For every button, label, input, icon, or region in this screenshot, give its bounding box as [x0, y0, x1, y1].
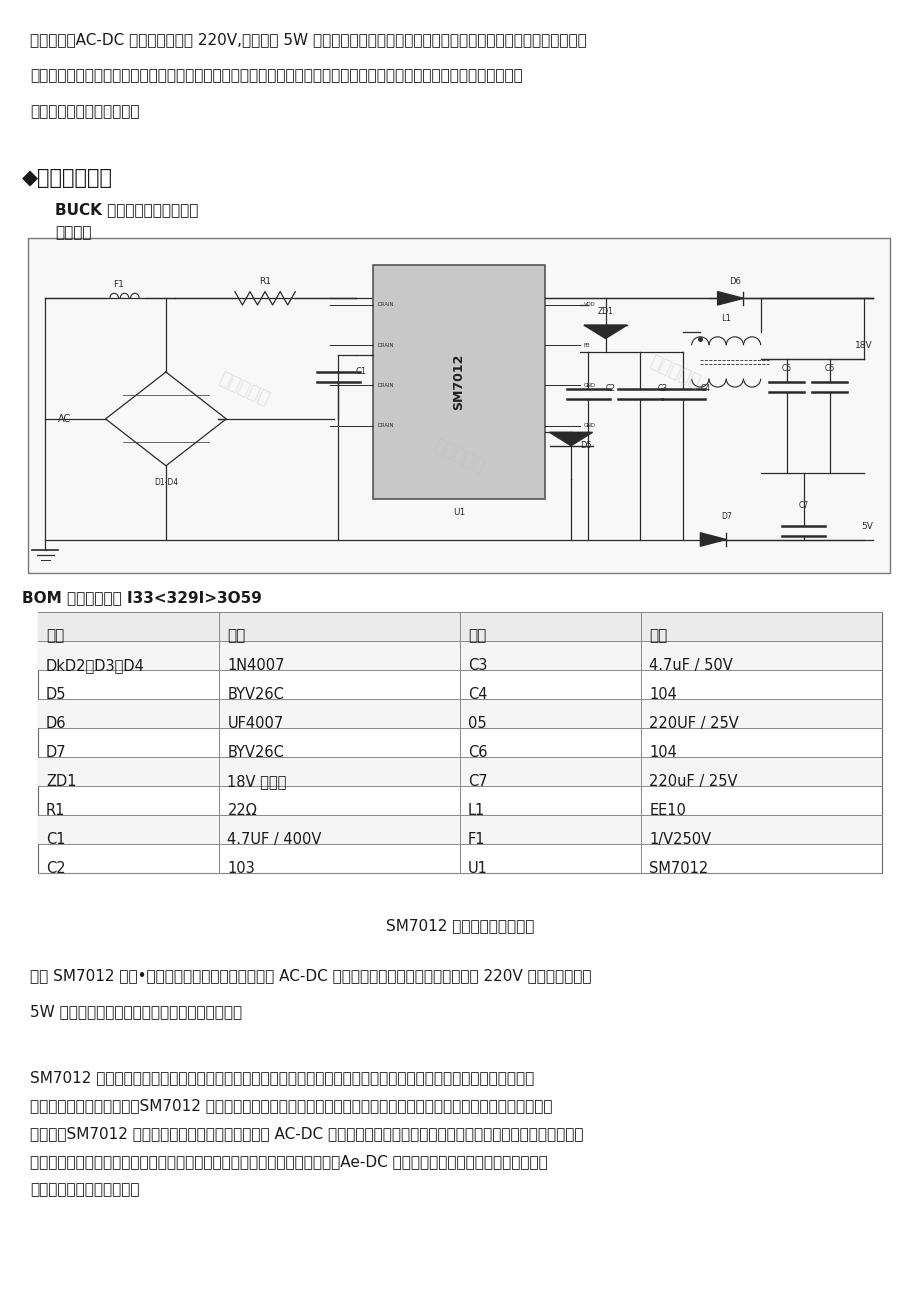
Bar	[38, 611, 881, 873]
Text: ZD1: ZD1	[46, 774, 76, 790]
Text: R1: R1	[46, 804, 65, 818]
Text: 5W 的直流电，保证了家电设备的安全稳定运行。: 5W 的直流电，保证了家电设备的安全稳定运行。	[30, 1004, 242, 1019]
Text: 生活带来更多便利和舒适。: 生活带来更多便利和舒适。	[30, 104, 140, 118]
Bar	[38, 699, 881, 729]
Text: 18V: 18V	[854, 341, 872, 350]
Text: 220uF / 25V: 220uF / 25V	[649, 774, 737, 790]
Text: C4: C4	[468, 687, 487, 703]
Text: C2: C2	[605, 384, 615, 393]
Text: L1: L1	[720, 314, 731, 323]
Text: 们的生活带来更大的便利。: 们的生活带来更大的便利。	[30, 1183, 140, 1197]
Text: DRAIN: DRAIN	[377, 423, 393, 428]
Text: DkD2、D3、D4: DkD2、D3、D4	[46, 658, 144, 674]
Text: D6: D6	[728, 277, 740, 286]
Text: U1: U1	[468, 861, 487, 877]
Polygon shape	[699, 533, 725, 546]
Bar	[372, 265, 545, 500]
Text: 4.7uF / 50V: 4.7uF / 50V	[649, 658, 732, 674]
Text: D7: D7	[720, 511, 731, 520]
Polygon shape	[549, 432, 592, 446]
Text: 和稳定性，还能够满足人们对于节能环保的需求。相信随着科技的不断进步，Ae-DC 小家电将会更加智能化、高效化，为我: 和稳定性，还能够满足人们对于节能环保的需求。相信随着科技的不断进步，Ae-DC …	[30, 1154, 547, 1170]
Text: C7: C7	[798, 501, 808, 510]
Bar	[38, 814, 881, 844]
Text: 的来说，SM7012 作为一款性能优良的降压芯片，在 AC-DC 小家电中有着广泛的应用前景，它不仅能够提高家电设备的性能: 的来说，SM7012 作为一款性能优良的降压芯片，在 AC-DC 小家电中有着广…	[30, 1125, 583, 1141]
Text: 4.7UF / 400V: 4.7UF / 400V	[227, 833, 322, 847]
Text: 珑镃科电子: 珑镃科电子	[430, 436, 487, 475]
Text: ZD1: ZD1	[597, 307, 613, 316]
Text: L1: L1	[468, 804, 484, 818]
Text: 22Ω: 22Ω	[227, 804, 257, 818]
Text: AC: AC	[58, 414, 72, 424]
Polygon shape	[717, 291, 743, 304]
Text: C1: C1	[355, 367, 367, 376]
Text: D5: D5	[579, 441, 591, 450]
Text: 5V: 5V	[860, 522, 872, 531]
Text: SM7012 电磁炉典型应用方案: SM7012 电磁炉典型应用方案	[385, 919, 534, 933]
Text: 参数: 参数	[649, 628, 667, 643]
Bar	[38, 641, 881, 670]
Text: UF4007: UF4007	[227, 717, 283, 731]
Text: 1/V250V: 1/V250V	[649, 833, 710, 847]
Text: 参数: 参数	[227, 628, 245, 643]
Bar	[38, 611, 881, 641]
Text: 220UF / 25V: 220UF / 25V	[649, 717, 738, 731]
Polygon shape	[584, 325, 627, 338]
Text: U1: U1	[452, 509, 465, 518]
Text: 原理图：: 原理图：	[55, 225, 91, 239]
Text: D7: D7	[46, 745, 66, 760]
Text: SM7012: SM7012	[452, 354, 465, 410]
Text: D1-D4: D1-D4	[153, 477, 177, 487]
Text: 其中 SM7012 作为•款优秀的降压芯片，广泛应用于 AC-DC 小家电中。它能够有效地将输入电压 220V 转换为输出功率: 其中 SM7012 作为•款优秀的降压芯片，广泛应用于 AC-DC 小家电中。它…	[30, 968, 591, 984]
Text: 珑镃科电子: 珑镃科电子	[215, 369, 271, 409]
Text: GND: GND	[584, 382, 596, 388]
Text: 104: 104	[649, 687, 676, 703]
Text: 18V 稳压管: 18V 稳压管	[227, 774, 287, 790]
Text: BYV26C: BYV26C	[227, 687, 284, 703]
Text: D5: D5	[46, 687, 66, 703]
Text: ◆典型应用方案: ◆典型应用方案	[22, 168, 113, 189]
Text: 位号: 位号	[468, 628, 486, 643]
Text: C1: C1	[46, 833, 65, 847]
Text: 103: 103	[227, 861, 255, 877]
Text: 总的来说，AC-DC 小家电输入电压 220V,输出功率 5W 的降压芯片在现代生活中扮演着非常重要的角色，它为小家电设备的: 总的来说，AC-DC 小家电输入电压 220V,输出功率 5W 的降压芯片在现代…	[30, 33, 586, 47]
Bar	[38, 757, 881, 786]
Text: EE10: EE10	[649, 804, 686, 818]
Text: F1: F1	[468, 833, 485, 847]
Text: BUCK 电路一电磁炉应用方案: BUCK 电路一电磁炉应用方案	[55, 202, 199, 217]
Text: D6: D6	[46, 717, 66, 731]
Text: C4: C4	[699, 384, 709, 393]
Text: BOM 衣：技术支持 I33<329I>3O59: BOM 衣：技术支持 I33<329I>3O59	[22, 589, 262, 605]
Text: C3: C3	[656, 384, 666, 393]
Text: FB: FB	[584, 342, 590, 347]
Text: C3: C3	[468, 658, 487, 674]
Text: 104: 104	[649, 745, 676, 760]
Text: C5: C5	[780, 364, 790, 373]
Text: 位号: 位号	[46, 628, 64, 643]
Text: VDD: VDD	[584, 303, 595, 307]
Text: C6: C6	[468, 745, 487, 760]
Text: C2: C2	[46, 861, 65, 877]
Text: BYV26C: BYV26C	[227, 745, 284, 760]
Text: F1: F1	[113, 281, 124, 289]
Text: 性能提升和能源节约做出了积极的贡献。我们期待未来能够有更多先进、高效的降压芯片技术应用于小家电领域，为人们的: 性能提升和能源节约做出了积极的贡献。我们期待未来能够有更多先进、高效的降压芯片技…	[30, 68, 522, 83]
Text: C6: C6	[823, 364, 834, 373]
Text: R1: R1	[259, 277, 271, 286]
Text: C7: C7	[468, 774, 487, 790]
Text: 05: 05	[468, 717, 486, 731]
Bar	[28, 238, 889, 572]
Text: GND: GND	[584, 423, 596, 428]
Text: 1N4007: 1N4007	[227, 658, 285, 674]
Text: DRAIN: DRAIN	[377, 382, 393, 388]
Text: 珑镃科电子: 珑镃科电子	[646, 353, 702, 392]
Text: SM7012: SM7012	[649, 861, 708, 877]
Text: DRAIN: DRAIN	[377, 303, 393, 307]
Text: SM7012 采用了先进的技术，具有高效节能、稳定性好等优点。它能够有效降低电器的功耗，提高能源利用率，符合节: SM7012 采用了先进的技术，具有高效节能、稳定性好等优点。它能够有效降低电器…	[30, 1069, 534, 1085]
Text: 能环保的发展趋势。同时，SM7012 还具有多种保护功能，如过载保护、过温保护等，可以有效保护家电设备不受损坏。总: 能环保的发展趋势。同时，SM7012 还具有多种保护功能，如过载保护、过温保护等…	[30, 1098, 552, 1112]
Text: DRAIN: DRAIN	[377, 342, 393, 347]
